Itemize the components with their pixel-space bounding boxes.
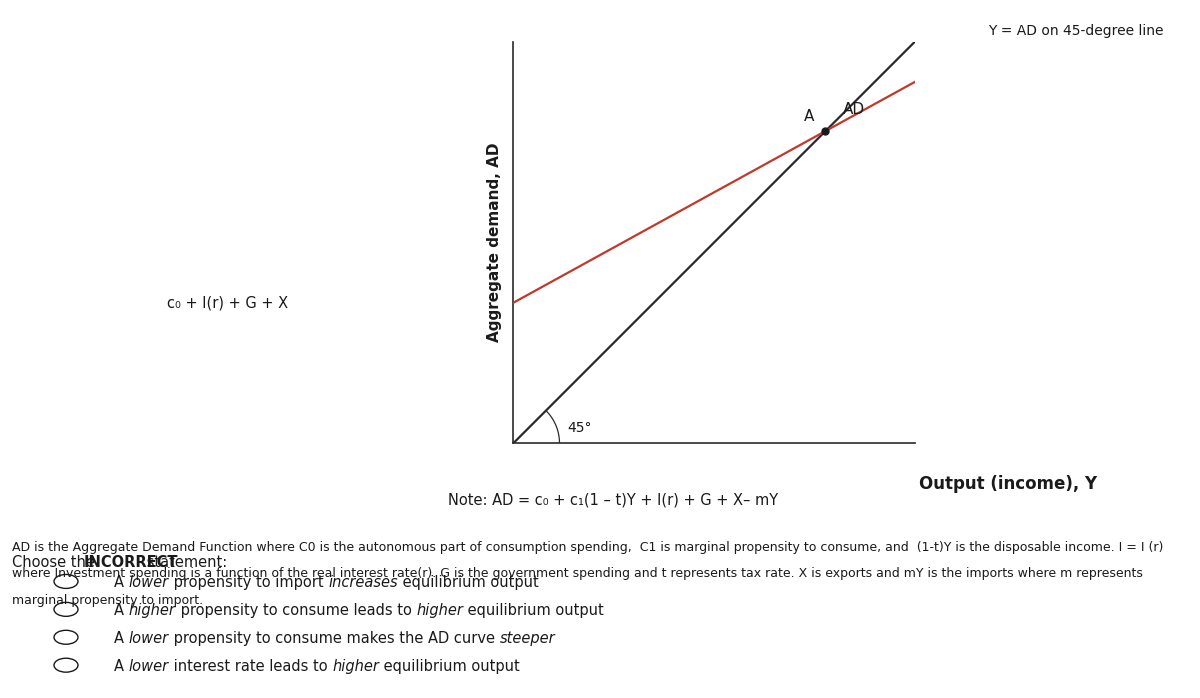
Text: A: A: [114, 659, 128, 674]
Text: equilibrium output: equilibrium output: [397, 575, 539, 590]
Text: 45°: 45°: [568, 421, 592, 435]
Text: c₀ + I(r) + G + X: c₀ + I(r) + G + X: [167, 295, 288, 310]
Text: higher: higher: [332, 659, 379, 674]
Text: Note: AD = c₀ + c₁(1 – t)Y + I(r) + G + X– mY: Note: AD = c₀ + c₁(1 – t)Y + I(r) + G + …: [448, 492, 779, 507]
Text: higher: higher: [128, 603, 175, 618]
Text: lower: lower: [128, 575, 169, 590]
Y-axis label: Aggregate demand, AD: Aggregate demand, AD: [487, 143, 503, 342]
Text: INCORRECT: INCORRECT: [84, 555, 178, 570]
Text: Y = AD on 45-degree line: Y = AD on 45-degree line: [989, 24, 1164, 38]
Text: A: A: [114, 631, 128, 646]
Text: A: A: [114, 575, 128, 590]
Text: equilibrium output: equilibrium output: [379, 659, 520, 674]
Text: lower: lower: [128, 659, 169, 674]
Text: A: A: [804, 109, 814, 124]
Text: A: A: [114, 603, 128, 618]
Text: Output (income), Y: Output (income), Y: [919, 475, 1097, 493]
Text: steeper: steeper: [499, 631, 554, 646]
Text: marginal propensity to import.: marginal propensity to import.: [12, 594, 203, 607]
Text: interest rate leads to: interest rate leads to: [169, 659, 332, 674]
Text: AD is the Aggregate Demand Function where C0 is the autonomous part of consumpti: AD is the Aggregate Demand Function wher…: [12, 541, 1163, 554]
Text: propensity to consume makes the AD curve: propensity to consume makes the AD curve: [169, 631, 499, 646]
Text: increases: increases: [328, 575, 397, 590]
Text: higher: higher: [416, 603, 463, 618]
Text: propensity to consume leads to: propensity to consume leads to: [175, 603, 416, 618]
Text: Choose the: Choose the: [12, 555, 100, 570]
Text: where Investment spending is a function of the real interest rate(r). G is the g: where Investment spending is a function …: [12, 567, 1142, 581]
Text: lower: lower: [128, 631, 169, 646]
Text: equilibrium output: equilibrium output: [463, 603, 604, 618]
Text: statement:: statement:: [142, 555, 228, 570]
Text: propensity to import: propensity to import: [169, 575, 328, 590]
Text: AD: AD: [842, 102, 864, 117]
